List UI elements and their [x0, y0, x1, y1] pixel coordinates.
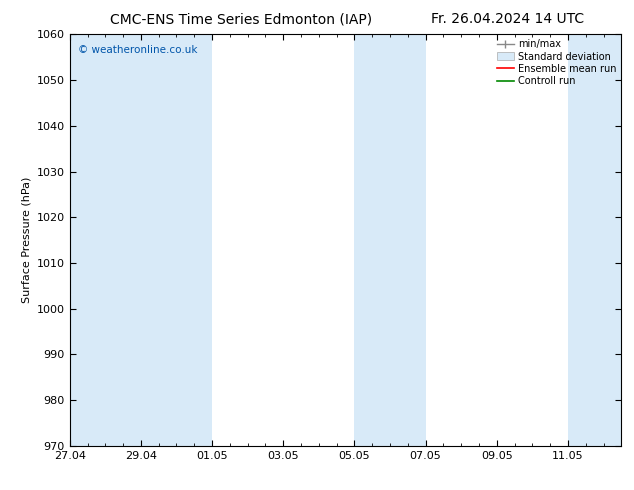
Y-axis label: Surface Pressure (hPa): Surface Pressure (hPa) [21, 177, 31, 303]
Bar [141, 34, 212, 446]
Text: © weatheronline.co.uk: © weatheronline.co.uk [78, 45, 198, 54]
Bar [568, 34, 621, 446]
Bar [70, 34, 141, 446]
Text: CMC-ENS Time Series Edmonton (IAP): CMC-ENS Time Series Edmonton (IAP) [110, 12, 372, 26]
Legend: min/max, Standard deviation, Ensemble mean run, Controll run: min/max, Standard deviation, Ensemble me… [494, 36, 619, 89]
Text: Fr. 26.04.2024 14 UTC: Fr. 26.04.2024 14 UTC [430, 12, 584, 26]
Bar [354, 34, 425, 446]
